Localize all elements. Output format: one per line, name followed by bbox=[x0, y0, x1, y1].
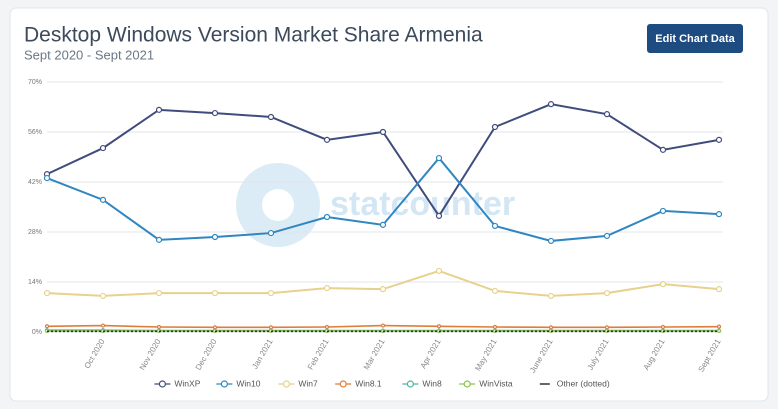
legend-swatch bbox=[220, 380, 228, 388]
point bbox=[212, 325, 218, 330]
point bbox=[547, 101, 555, 108]
point bbox=[267, 113, 275, 121]
point bbox=[323, 284, 331, 292]
legend-swatch bbox=[339, 380, 347, 388]
point bbox=[155, 106, 163, 113]
legend-swatch bbox=[158, 380, 166, 388]
point bbox=[716, 324, 722, 329]
point bbox=[603, 289, 611, 297]
point bbox=[211, 289, 219, 297]
point bbox=[43, 174, 51, 182]
point bbox=[715, 136, 723, 143]
legend-swatch bbox=[282, 380, 290, 388]
edit-button[interactable] bbox=[647, 24, 743, 53]
point bbox=[267, 229, 275, 237]
point bbox=[155, 236, 163, 243]
legend-swatch bbox=[406, 380, 414, 388]
point bbox=[548, 325, 554, 330]
point bbox=[44, 324, 50, 329]
point bbox=[99, 144, 107, 152]
legend-label: Win8 bbox=[422, 378, 442, 388]
point bbox=[156, 324, 162, 330]
point bbox=[715, 286, 723, 293]
point bbox=[659, 146, 667, 153]
point bbox=[379, 221, 387, 228]
point bbox=[716, 328, 722, 334]
legend-label: Win7 bbox=[298, 378, 318, 388]
point bbox=[323, 136, 331, 143]
point bbox=[380, 323, 386, 328]
y-tick-label: 0% bbox=[32, 329, 42, 336]
y-tick-label: 14% bbox=[28, 279, 42, 286]
edit-button-label[interactable]: Edit Chart Data bbox=[655, 33, 735, 45]
point bbox=[659, 207, 667, 215]
point bbox=[715, 211, 723, 218]
point bbox=[100, 323, 106, 328]
point bbox=[323, 213, 331, 221]
legend-label: WinVista bbox=[479, 378, 513, 388]
point bbox=[547, 237, 555, 245]
point bbox=[99, 292, 107, 300]
point bbox=[379, 286, 387, 293]
point bbox=[603, 111, 611, 118]
y-tick-label: 70% bbox=[28, 79, 42, 86]
point bbox=[491, 287, 499, 295]
legend-label: Win10 bbox=[236, 378, 260, 388]
point bbox=[435, 212, 443, 220]
point bbox=[324, 324, 330, 330]
legend-swatch bbox=[463, 380, 471, 388]
point bbox=[268, 325, 274, 330]
y-tick-label: 42% bbox=[28, 179, 42, 186]
point bbox=[603, 232, 611, 240]
point bbox=[211, 233, 219, 241]
point bbox=[604, 325, 610, 330]
point bbox=[547, 292, 555, 300]
y-tick-label: 56% bbox=[28, 129, 42, 136]
point bbox=[491, 222, 499, 230]
point bbox=[99, 196, 107, 203]
point bbox=[659, 281, 667, 288]
point bbox=[435, 154, 443, 162]
legend-label: Other (dotted) bbox=[557, 378, 610, 388]
point bbox=[436, 324, 442, 329]
card bbox=[9, 7, 769, 402]
point bbox=[660, 324, 666, 330]
point bbox=[491, 123, 499, 131]
legend-label: WinXP bbox=[174, 378, 200, 388]
legend-label: Win8.1 bbox=[355, 378, 382, 388]
y-tick-label: 28% bbox=[28, 229, 42, 236]
point bbox=[492, 324, 498, 330]
point bbox=[211, 109, 219, 117]
point bbox=[43, 289, 51, 297]
point bbox=[379, 128, 387, 136]
chart-title: Desktop Windows Version Market Share Arm… bbox=[24, 24, 483, 47]
point bbox=[267, 289, 275, 297]
chart-subtitle: Sept 2020 - Sept 2021 bbox=[24, 47, 154, 62]
point bbox=[155, 289, 163, 297]
point bbox=[435, 267, 443, 275]
